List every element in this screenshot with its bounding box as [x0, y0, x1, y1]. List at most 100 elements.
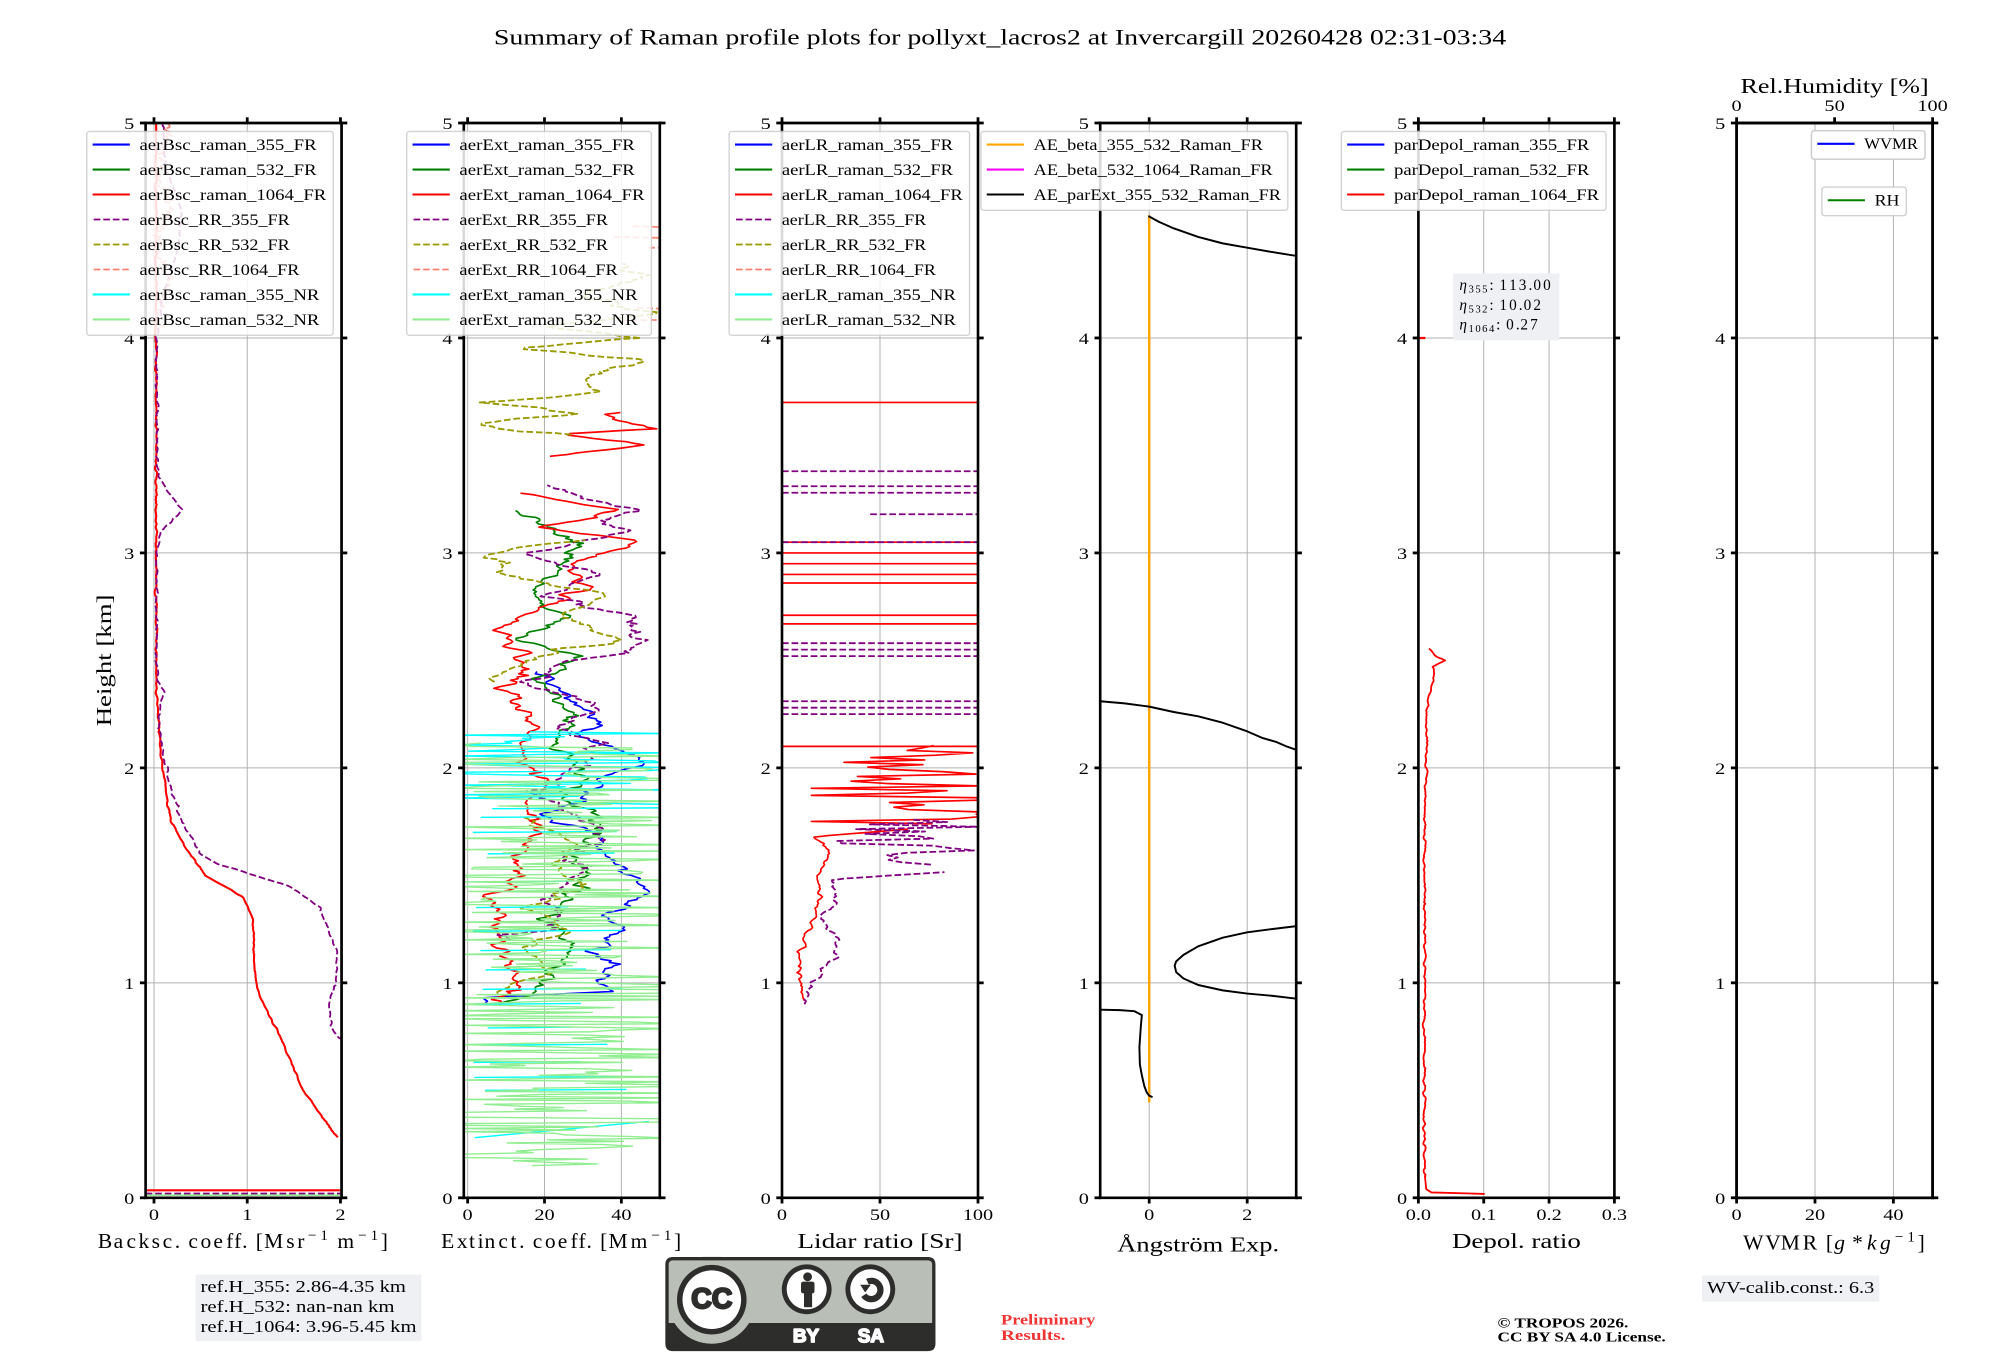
- svg-text:parDepol_raman_1064_FR: parDepol_raman_1064_FR: [1394, 187, 1600, 204]
- svg-text:2: 2: [1242, 1207, 1252, 1224]
- svg-text:aerExt_RR_355_FR: aerExt_RR_355_FR: [459, 212, 609, 229]
- svg-text:aerExt_raman_532_NR: aerExt_raman_532_NR: [459, 312, 638, 329]
- svg-text:0: 0: [463, 1207, 473, 1224]
- svg-text:CC BY SA 4.0 License.: CC BY SA 4.0 License.: [1497, 1330, 1665, 1345]
- svg-text:aerExt_RR_1064_FR: aerExt_RR_1064_FR: [459, 262, 618, 279]
- svg-text:η 1 0 6: η 1 0 6 4 : 0 . 2 7: [1459, 310, 1538, 337]
- svg-text:1: 1: [761, 976, 771, 993]
- svg-text:WV-calib.const.: 6.3: WV-calib.const.: 6.3: [1707, 1278, 1874, 1297]
- svg-text:aerExt_raman_1064_FR: aerExt_raman_1064_FR: [459, 187, 645, 204]
- svg-text:0: 0: [1397, 1191, 1407, 1208]
- svg-text:3: 3: [1079, 546, 1089, 563]
- svg-text:RH: RH: [1875, 193, 1900, 210]
- svg-text:0: 0: [1732, 98, 1742, 115]
- svg-text:ref.H_532: nan-nan km: ref.H_532: nan-nan km: [201, 1297, 395, 1316]
- svg-text:aerLR_raman_1064_FR: aerLR_raman_1064_FR: [782, 187, 964, 204]
- svg-text:AE_beta_532_1064_Raman_FR: AE_beta_532_1064_Raman_FR: [1034, 162, 1274, 179]
- svg-text:0: 0: [1144, 1207, 1154, 1224]
- svg-text:parDepol_raman_355_FR: parDepol_raman_355_FR: [1394, 137, 1590, 154]
- svg-text:1: 1: [1079, 976, 1089, 993]
- svg-text:1: 1: [442, 976, 452, 993]
- svg-text:aerLR_raman_355_FR: aerLR_raman_355_FR: [782, 137, 954, 154]
- svg-text:Depol. ratio: Depol. ratio: [1452, 1229, 1581, 1253]
- svg-text:4: 4: [1079, 331, 1089, 348]
- svg-text:aerExt_RR_532_FR: aerExt_RR_532_FR: [459, 237, 609, 254]
- svg-text:aerLR_RR_1064_FR: aerLR_RR_1064_FR: [782, 262, 937, 279]
- svg-text:Rel.Humidity [%]: Rel.Humidity [%]: [1741, 74, 1929, 98]
- svg-text:Results.: Results.: [1001, 1328, 1065, 1344]
- svg-text:4: 4: [761, 331, 771, 348]
- svg-text:0: 0: [124, 1191, 134, 1208]
- svg-text:parDepol_raman_532_FR: parDepol_raman_532_FR: [1394, 162, 1590, 179]
- svg-text:50: 50: [870, 1207, 890, 1224]
- svg-text:η 3 5 5: η 3 5 5 : 1 1 3 . 0 0: [1459, 270, 1551, 297]
- svg-text:aerLR_RR_532_FR: aerLR_RR_532_FR: [782, 237, 927, 254]
- svg-text:5: 5: [1715, 116, 1725, 133]
- svg-text:5: 5: [1397, 116, 1407, 133]
- svg-text:0.2: 0.2: [1536, 1207, 1561, 1224]
- svg-text:5: 5: [1079, 116, 1089, 133]
- svg-text:aerBsc_raman_532_NR: aerBsc_raman_532_NR: [139, 312, 320, 329]
- svg-text:0: 0: [442, 1191, 452, 1208]
- svg-text:aerBsc_raman_1064_FR: aerBsc_raman_1064_FR: [139, 187, 327, 204]
- svg-text:4: 4: [124, 331, 134, 348]
- svg-text:AE_parExt_355_532_Raman_FR: AE_parExt_355_532_Raman_FR: [1034, 187, 1282, 204]
- svg-text:0: 0: [1732, 1207, 1742, 1224]
- svg-text:aerBsc_RR_355_FR: aerBsc_RR_355_FR: [139, 212, 290, 229]
- svg-text:20: 20: [534, 1207, 554, 1224]
- svg-text:4: 4: [442, 331, 452, 348]
- svg-text:Lidar ratio [Sr]: Lidar ratio [Sr]: [797, 1229, 962, 1253]
- svg-text:0.1: 0.1: [1471, 1207, 1496, 1224]
- svg-text:3: 3: [1715, 546, 1725, 563]
- svg-text:aerBsc_raman_355_NR: aerBsc_raman_355_NR: [139, 287, 320, 304]
- svg-text:ref.H_1064: 3.96-5.45 km: ref.H_1064: 3.96-5.45 km: [201, 1317, 417, 1336]
- svg-text:0.3: 0.3: [1602, 1207, 1627, 1224]
- svg-text:4: 4: [1397, 331, 1407, 348]
- svg-text:3: 3: [761, 546, 771, 563]
- svg-text:2: 2: [1715, 761, 1725, 778]
- svg-text:1: 1: [1715, 976, 1725, 993]
- svg-text:Ångström Exp.: Ångström Exp.: [1117, 1232, 1279, 1256]
- svg-text:40: 40: [611, 1207, 631, 1224]
- svg-text:0: 0: [149, 1207, 159, 1224]
- svg-text:aerBsc_RR_1064_FR: aerBsc_RR_1064_FR: [139, 262, 300, 279]
- svg-text:aerLR_raman_355_NR: aerLR_raman_355_NR: [782, 287, 957, 304]
- svg-text:1: 1: [124, 976, 134, 993]
- svg-text:aerLR_raman_532_FR: aerLR_raman_532_FR: [782, 162, 954, 179]
- svg-text:aerBsc_raman_532_FR: aerBsc_raman_532_FR: [139, 162, 317, 179]
- svg-text:ref.H_355: 2.86-4.35 km: ref.H_355: 2.86-4.35 km: [201, 1277, 406, 1296]
- svg-text:0: 0: [1715, 1191, 1725, 1208]
- svg-text:aerLR_RR_355_FR: aerLR_RR_355_FR: [782, 212, 927, 229]
- svg-text:2: 2: [761, 761, 771, 778]
- svg-text:1: 1: [1397, 976, 1407, 993]
- svg-text:Preliminary: Preliminary: [1001, 1313, 1096, 1329]
- svg-text:2: 2: [1079, 761, 1089, 778]
- svg-text:aerExt_raman_355_NR: aerExt_raman_355_NR: [459, 287, 638, 304]
- svg-text:0: 0: [1079, 1191, 1089, 1208]
- svg-text:0.0: 0.0: [1406, 1207, 1431, 1224]
- svg-text:50: 50: [1824, 98, 1844, 115]
- svg-text:E x t i: E x t i n c t . c o e f f . [ M m ] − 1: [441, 1220, 687, 1253]
- svg-text:© TROPOS 2026.: © TROPOS 2026.: [1497, 1315, 1628, 1330]
- svg-text:Height [km]: Height [km]: [92, 595, 116, 727]
- svg-text:WVMR: WVMR: [1864, 136, 1919, 153]
- svg-text:3: 3: [442, 546, 452, 563]
- svg-text:η 5 3 2: η 5 3 2 : 1 0 . 0 2: [1459, 290, 1541, 317]
- svg-text:3: 3: [1397, 546, 1407, 563]
- svg-text:aerLR_raman_532_NR: aerLR_raman_532_NR: [782, 312, 957, 329]
- svg-text:Summary of Raman profile plots: Summary of Raman profile plots for polly…: [494, 24, 1506, 49]
- svg-text:2: 2: [124, 761, 134, 778]
- svg-text:5: 5: [124, 116, 134, 133]
- svg-text:W V M R: W V M R [ * ] g k g − 1: [1743, 1221, 1930, 1254]
- svg-text:100: 100: [1917, 98, 1947, 115]
- svg-text:40: 40: [1883, 1207, 1903, 1224]
- svg-text:AE_beta_355_532_Raman_FR: AE_beta_355_532_Raman_FR: [1034, 137, 1264, 154]
- svg-text:aerBsc_RR_532_FR: aerBsc_RR_532_FR: [139, 237, 290, 254]
- svg-text:2: 2: [335, 1207, 345, 1224]
- svg-text:2: 2: [1397, 761, 1407, 778]
- svg-text:B a c k: B a c k s c . c o e f f . [ M s r m ] −: [98, 1220, 394, 1253]
- svg-text:3: 3: [124, 546, 134, 563]
- svg-text:aerExt_raman_532_FR: aerExt_raman_532_FR: [459, 162, 635, 179]
- svg-text:0: 0: [761, 1191, 771, 1208]
- svg-text:aerBsc_raman_355_FR: aerBsc_raman_355_FR: [139, 137, 317, 154]
